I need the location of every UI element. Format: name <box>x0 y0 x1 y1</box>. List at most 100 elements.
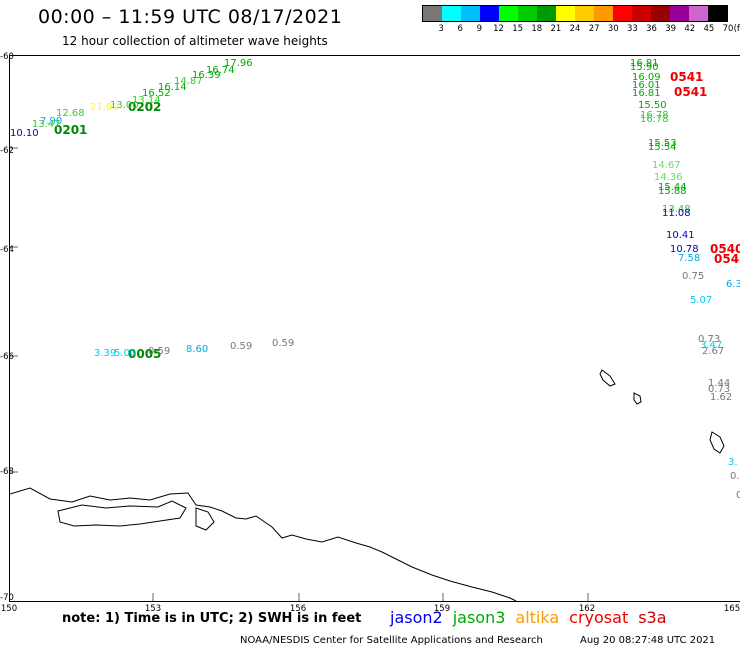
footer-note: note: 1) Time is in UTC; 2) SWH is in fe… <box>62 611 362 626</box>
wave-height-label: 10.10 <box>10 128 39 139</box>
altimeter-map[interactable]: 0201 10.10 13.47 7.90 12.68 21.00 0202 13.00 13.… <box>9 55 740 602</box>
legend-tick-label: 33 <box>626 24 638 34</box>
legend-tick-label: 24 <box>569 24 581 34</box>
wave-height-label: 8.60 <box>186 344 209 355</box>
legend-swatch <box>594 6 613 21</box>
wave-height-label: 15.50 <box>638 100 667 111</box>
legend-swatch <box>651 6 670 21</box>
map-canvas <box>10 147 725 601</box>
wave-height-label: 3.39 <box>94 348 117 359</box>
wave-height-label: 0.59 <box>230 341 253 352</box>
wave-height-label: 10.41 <box>666 230 695 241</box>
legend-tick-label: 30 <box>607 24 619 34</box>
wave-height-label: 16.09 <box>632 72 661 83</box>
map-subtitle: 12 hour collection of altimeter wave hei… <box>62 34 328 48</box>
legend-tick-label: 36 <box>646 24 657 34</box>
lat-label-64: -64 <box>0 245 14 255</box>
wave-height-label: 0.73 <box>708 384 731 395</box>
legend-swatch <box>499 6 518 21</box>
coast-inlet <box>195 507 215 531</box>
lat-label-60: -60 <box>0 52 14 62</box>
legend-unit: (ft) <box>733 24 740 34</box>
legend-swatch <box>423 6 442 21</box>
wave-height-label: 3. <box>728 457 738 468</box>
wave-height-label: 15.53 <box>648 138 677 149</box>
balleny-island-2 <box>633 392 642 405</box>
lon-label-153: 153 <box>144 604 162 614</box>
wave-height-label: 11.08 <box>662 208 691 219</box>
legend-tick-label: 27 <box>588 24 600 34</box>
wave-height-label: 16.52 <box>142 88 171 99</box>
wave-height-label: 3.47 <box>700 340 723 351</box>
legend-tick-label: 21 <box>550 24 562 34</box>
wave-height-label: 15.44 <box>658 182 687 193</box>
wave-height-label: 0.75 <box>682 271 705 282</box>
lat-label-66: -66 <box>0 352 14 362</box>
wave-height-label: 12.68 <box>56 108 85 119</box>
legend-swatch <box>442 6 461 21</box>
satellite-legend-item: cryosat <box>569 608 629 627</box>
lat-label-68: -68 <box>0 467 14 477</box>
wave-height-label: 14.67 <box>652 160 681 171</box>
legend-swatch <box>613 6 632 21</box>
pass-time-label: 0541 <box>670 70 704 84</box>
legend-swatch <box>537 6 556 21</box>
pass-time-label: 0541 <box>714 252 740 266</box>
wave-height-label: 16.01 <box>632 80 661 91</box>
legend-swatch <box>480 6 499 21</box>
legend-swatches <box>422 5 728 22</box>
legend-swatch <box>670 6 689 21</box>
wave-height-label: 16.39 <box>192 70 221 81</box>
lon-label-156: 156 <box>289 604 307 614</box>
wave-height-label: 13.47 <box>32 119 61 130</box>
legend-tick-label: 3 <box>438 24 444 34</box>
satellite-legend-item: s3a <box>638 608 667 627</box>
wave-height-label: 15.54 <box>648 142 677 153</box>
pass-time-label: 0202 <box>128 100 162 114</box>
wave-height-label: 7.90 <box>40 116 63 127</box>
legend-swatch <box>556 6 575 21</box>
wave-height-label: 16.14 <box>158 82 187 93</box>
legend-swatch <box>461 6 480 21</box>
legend-swatch <box>689 6 708 21</box>
wave-height-label: 0 <box>736 490 740 501</box>
lat-label-70: -70 <box>0 593 14 603</box>
pass-time-label: 0201 <box>54 123 88 137</box>
lon-label-165: 165 <box>723 604 740 614</box>
legend-swatch <box>632 6 651 21</box>
wave-height-label: 1.62 <box>710 392 733 403</box>
satellite-legend-item: jason3 <box>452 608 506 627</box>
wave-height-label: 0.59 <box>148 346 171 357</box>
lon-label-162: 162 <box>578 604 596 614</box>
wave-height-label: 13.14 <box>132 95 161 106</box>
wave-height-label: 5.00 <box>114 348 137 359</box>
wave-height-label: 1.44 <box>708 378 731 389</box>
lat-label-62: -62 <box>0 146 14 156</box>
wave-height-label: 16.81 <box>632 88 661 99</box>
wave-height-label: 15.90 <box>630 62 659 73</box>
satellite-legend-item: jason2 <box>390 608 443 627</box>
wave-height-label: 6.3 <box>726 279 740 290</box>
legend-tick-label: 15 <box>512 24 524 34</box>
legend-tick-label: 70 <box>722 24 734 34</box>
coast-bay <box>57 500 187 527</box>
legend-swatch <box>708 6 727 21</box>
credit-text: NOAA/NESDIS Center for Satellite Applica… <box>240 635 543 646</box>
generated-timestamp: Aug 20 08:27:48 UTC 2021 <box>580 635 716 646</box>
wave-height-label: 13.48 <box>662 204 691 215</box>
lon-label-159: 159 <box>433 604 451 614</box>
pass-time-label: 0005 <box>128 347 162 361</box>
wave-height-label: 0. <box>730 471 740 482</box>
legend-tick-label: 45 <box>703 24 715 34</box>
wave-height-label: 15.88 <box>658 186 687 197</box>
wave-height-label: 10.78 <box>670 244 699 255</box>
antarctica-coastline <box>10 487 517 601</box>
legend-swatch <box>518 6 537 21</box>
wave-height-label: 2.67 <box>702 346 725 357</box>
wave-height-label: 21.00 <box>90 102 119 113</box>
lon-label-150: 150 <box>0 604 18 614</box>
legend-tick-label: 42 <box>684 24 696 34</box>
